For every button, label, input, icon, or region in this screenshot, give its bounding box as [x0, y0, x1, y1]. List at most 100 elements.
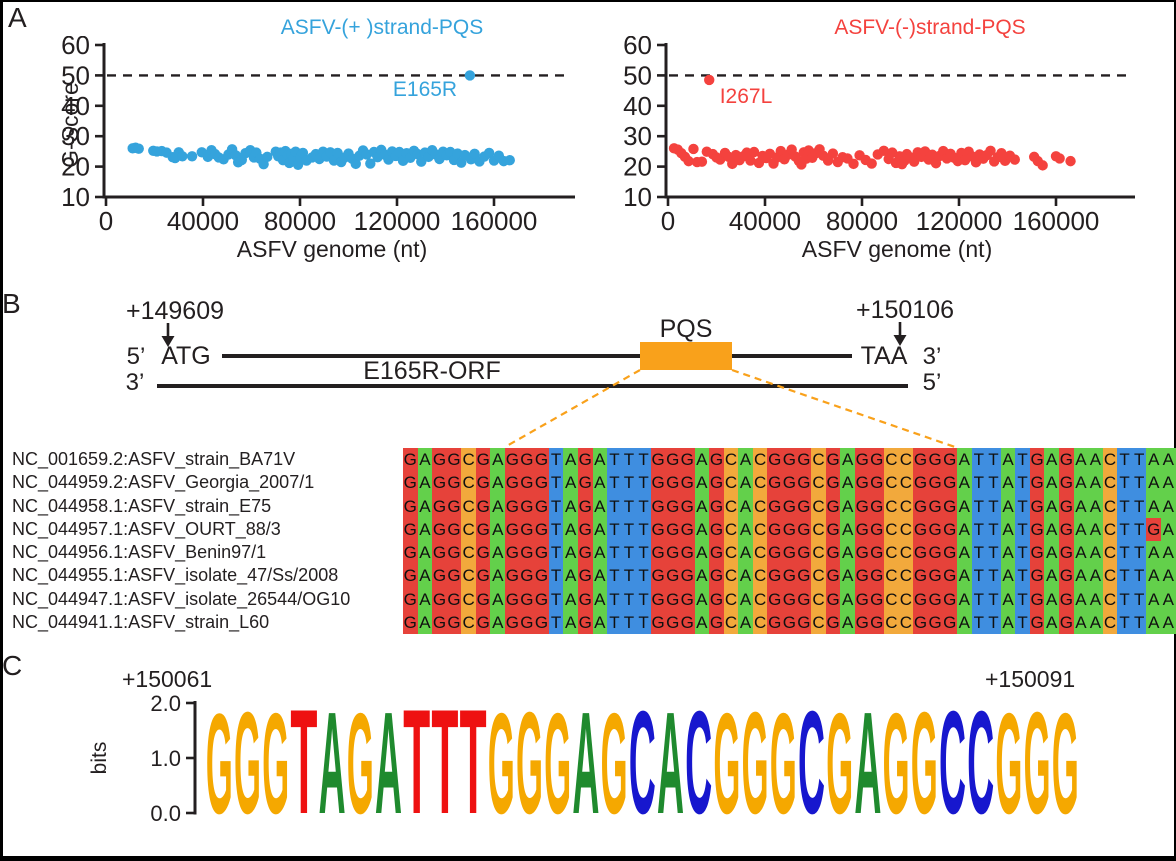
data-point — [827, 148, 839, 159]
nucleotide-cell: T — [607, 494, 622, 518]
nucleotide-cell: T — [621, 541, 637, 565]
nucleotide-cell: G — [825, 564, 841, 588]
nucleotide-cell: A — [1000, 471, 1016, 495]
nucleotide-cell: C — [752, 471, 768, 495]
nucleotide-cell: G — [1146, 517, 1162, 541]
nucleotide-cell: G — [1059, 564, 1074, 588]
nucleotide-cell: G — [650, 564, 666, 588]
nucleotide-cell: G — [679, 610, 695, 634]
nucleotide-cell: G — [475, 494, 491, 518]
nucleotide-cell: A — [1044, 587, 1060, 611]
zoom-callout-line-left — [504, 369, 641, 448]
nucleotide-cell: G — [942, 564, 957, 588]
nucleotide-cell: A — [490, 517, 506, 541]
logo-letter: G — [742, 700, 769, 818]
nucleotide-cell: G — [679, 517, 695, 541]
nucleotide-cell: G — [650, 517, 666, 541]
nucleotide-cell: G — [519, 517, 535, 541]
nucleotide-cell: A — [490, 587, 506, 611]
nucleotide-cell: G — [927, 471, 943, 495]
nucleotide-cell: G — [767, 541, 783, 565]
nucleotide-cell: A — [490, 541, 506, 565]
logo-letter: A — [572, 700, 599, 818]
y-tick-label: 30 — [61, 121, 90, 151]
nucleotide-cell: T — [971, 517, 987, 541]
nucleotide-cell: C — [884, 541, 899, 565]
nucleotide-cell: G — [665, 610, 680, 634]
nucleotide-cell: C — [898, 517, 914, 541]
nucleotide-cell: G — [475, 471, 491, 495]
nucleotide-cell: G — [403, 517, 418, 541]
nucleotide-cell: A — [956, 564, 972, 588]
nucleotide-cell: T — [986, 564, 1001, 588]
nucleotide-cell: G — [825, 471, 841, 495]
nucleotide-cell: C — [752, 448, 768, 472]
logo-letter: C — [967, 700, 994, 818]
nucleotide-cell: A — [694, 517, 710, 541]
nucleotide-cell: G — [665, 541, 680, 565]
nucleotide-cell: A — [1161, 448, 1176, 472]
nucleotide-cell: T — [1117, 564, 1132, 588]
nucleotide-cell: A — [1000, 517, 1016, 541]
nucleotide-cell: G — [854, 541, 870, 565]
nucleotide-cell: T — [1131, 564, 1147, 588]
nucleotide-cell: A — [1088, 587, 1103, 611]
nucleotide-cell: C — [811, 517, 826, 541]
nucleotide-cell: G — [679, 471, 695, 495]
nucleotide-cell: A — [1073, 587, 1089, 611]
nucleotide-cell: A — [592, 541, 608, 565]
nucleotide-cell: T — [607, 471, 622, 495]
nucleotide-cell: A — [1161, 610, 1176, 634]
nucleotide-cell: C — [752, 494, 768, 518]
data-point — [1037, 160, 1048, 171]
data-point — [696, 156, 708, 167]
nucleotide-cell: A — [1146, 610, 1162, 634]
nucleotide-cell: C — [723, 494, 739, 518]
nucleotide-cell: G — [577, 564, 593, 588]
nucleotide-cell: A — [1088, 541, 1103, 565]
nucleotide-cell: G — [942, 587, 957, 611]
nucleotide-cell: T — [607, 610, 622, 634]
nucleotide-cell: G — [519, 587, 535, 611]
nucleotide-cell: G — [505, 564, 520, 588]
nucleotide-cell: G — [432, 587, 447, 611]
nucleotide-cell: G — [927, 610, 943, 634]
nucleotide-cell: C — [461, 587, 476, 611]
data-point — [985, 145, 996, 156]
nucleotide-cell: G — [650, 494, 666, 518]
nucleotide-cell: G — [913, 448, 928, 472]
nucleotide-cell: C — [1102, 471, 1118, 495]
nucleotide-cell: C — [461, 610, 476, 634]
nucleotide-cell: C — [1102, 564, 1118, 588]
logo-letter: G — [262, 700, 289, 818]
nucleotide-cell: T — [971, 448, 987, 472]
nucleotide-cell: A — [1146, 587, 1162, 611]
nucleotide-cell: T — [1131, 541, 1147, 565]
nucleotide-cell: A — [1073, 610, 1089, 634]
nucleotide-cell: T — [1015, 471, 1030, 495]
nucleotide-cell: G — [854, 564, 870, 588]
nucleotide-cell: G — [1059, 610, 1074, 634]
nucleotide-cell: A — [1073, 471, 1089, 495]
down-arrow-icon — [161, 323, 175, 347]
nucleotide-cell: G — [577, 448, 593, 472]
data-point — [748, 146, 760, 158]
nucleotide-cell: C — [898, 448, 914, 472]
y-tick-label: 60 — [623, 36, 652, 60]
nucleotide-cell: T — [971, 564, 987, 588]
plus-strand-plot-title: ASFV-(+ )strand-PQS — [280, 16, 484, 39]
nucleotide-cell: G — [869, 448, 885, 472]
sequence-accession-label: NC_044941.1:ASFV_strain_L60 — [12, 611, 270, 632]
nucleotide-cell: C — [884, 610, 899, 634]
nucleotide-cell: G — [665, 448, 680, 472]
nucleotide-cell: T — [986, 587, 1001, 611]
nucleotide-cell: G — [446, 517, 462, 541]
nucleotide-cell: G — [1029, 471, 1045, 495]
nucleotide-cell: G — [650, 587, 666, 611]
nucleotide-cell: A — [1073, 517, 1089, 541]
nucleotide-cell: A — [1000, 494, 1016, 518]
orf-name-label: E165R-ORF — [363, 357, 501, 385]
nucleotide-cell: A — [694, 471, 710, 495]
